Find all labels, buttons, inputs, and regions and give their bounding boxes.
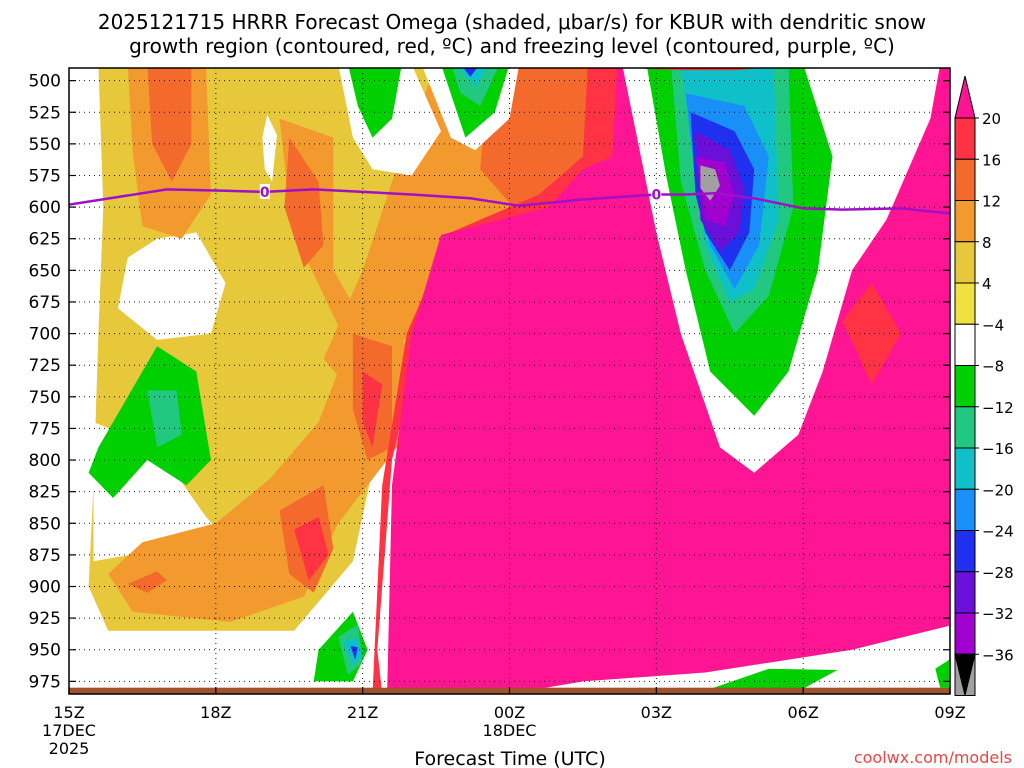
colorbar-bottom-arrow	[954, 653, 976, 696]
colorbar-segment	[954, 447, 976, 490]
x-tick-label: 21Z	[347, 703, 378, 722]
freezing-level-label-bg	[651, 186, 662, 202]
x-tick-label: 09Z	[934, 703, 965, 722]
x-tick-label: 15Z	[53, 703, 84, 722]
colorbar-tick-label: −16	[982, 440, 1014, 458]
x-tick-label: 18Z	[200, 703, 231, 722]
omega-region-green	[348, 68, 402, 138]
x-tick-date-label: 17DEC	[42, 721, 96, 740]
y-tick-label: 900	[29, 578, 61, 598]
colorbar-segment	[954, 200, 976, 243]
colorbar-tick-label: 8	[982, 234, 992, 252]
colorbar-segment	[954, 530, 976, 573]
y-tick-label: 825	[29, 483, 61, 503]
omega-region-magenta	[387, 68, 950, 694]
y-tick-label: 700	[29, 325, 61, 345]
colorbar-segment	[954, 241, 976, 284]
colorbar-tick-label: −8	[982, 358, 1004, 376]
colorbar-tick-label: −28	[982, 564, 1014, 582]
colorbar-segment	[954, 323, 976, 366]
colorbar-segment	[954, 158, 976, 201]
freezing-level-line	[69, 188, 950, 215]
colorbar-segment	[954, 488, 976, 531]
colorbar-top-arrow	[954, 75, 976, 119]
y-tick-label: 850	[29, 514, 61, 534]
omega-region-red	[294, 516, 329, 581]
y-tick-label: 925	[29, 609, 61, 629]
colorbar-tick-label: −32	[982, 605, 1014, 623]
colorbar-segment	[954, 406, 976, 449]
omega-region-red	[372, 68, 637, 694]
omega-region-teal	[452, 68, 498, 106]
colorbar-tick-label: −36	[982, 646, 1014, 664]
x-tick-date-label: 18DEC	[483, 721, 537, 740]
x-tick-label: 06Z	[788, 703, 819, 722]
y-tick-label: 525	[29, 103, 61, 123]
y-tick-label: 725	[29, 356, 61, 376]
y-tick-label: 800	[29, 451, 61, 471]
omega-region-green	[935, 659, 950, 688]
y-tick-label: 775	[29, 419, 61, 439]
y-tick-label: 750	[29, 388, 61, 408]
omega-region-green	[695, 668, 838, 694]
omega-region-red	[362, 371, 383, 448]
omega-region-teal	[147, 390, 182, 448]
x-axis-title: Forecast Time (UTC)	[414, 748, 605, 768]
y-tick-label: 500	[29, 72, 61, 92]
colorbar-segment	[954, 571, 976, 614]
colorbar-tick-label: 4	[982, 275, 992, 293]
freezing-level-label: 0	[260, 185, 270, 201]
freezing-level-label: 0	[651, 187, 661, 203]
colorbar-tick-label: −12	[982, 399, 1014, 417]
colorbar-segment	[954, 282, 976, 325]
x-tick-label: 00Z	[494, 703, 525, 722]
y-tick-label: 575	[29, 166, 61, 186]
omega-region-darkblue	[463, 68, 478, 77]
y-tick-label: 625	[29, 230, 61, 250]
colorbar-tick-label: 12	[982, 193, 1001, 211]
watermark: coolwx.com/models	[854, 748, 1012, 767]
colorbar-segment	[954, 365, 976, 408]
colorbar-tick-label: 16	[982, 151, 1001, 169]
omega-region-orange	[127, 571, 167, 593]
y-tick-label: 675	[29, 293, 61, 313]
y-tick-label: 950	[29, 641, 61, 661]
colorbar-tick-label: −24	[982, 523, 1014, 541]
colorbar-segment	[954, 612, 976, 655]
freezing-level-label-bg	[259, 183, 270, 199]
omega-region-white	[861, 68, 930, 208]
omega-region-lightorange	[108, 118, 422, 622]
omega-region-white	[262, 114, 277, 182]
colorbar-tick-label: 20	[982, 110, 1001, 128]
chart-title-line-1: 2025121715 HRRR Forecast Omega (shaded, …	[98, 10, 926, 34]
x-tick-year-label: 2025	[49, 739, 90, 758]
omega-region-orange	[147, 68, 192, 182]
colorbar-tick-label: −4	[982, 316, 1004, 334]
y-tick-label: 650	[29, 261, 61, 281]
colorbar-tick-label: −20	[982, 481, 1014, 499]
omega-region-orange	[284, 137, 324, 268]
omega-region-darkblue	[350, 645, 358, 660]
colorbar-segment	[954, 117, 976, 160]
omega-region-red	[842, 283, 902, 385]
omega-region-cyan	[458, 68, 488, 87]
omega-region-white	[117, 232, 226, 340]
x-tick-label: 03Z	[641, 703, 672, 722]
y-tick-label: 600	[29, 198, 61, 218]
y-tick-label: 875	[29, 546, 61, 566]
y-tick-label: 975	[29, 672, 61, 692]
chart-title-line-2: growth region (contoured, red, ºC) and f…	[129, 34, 895, 58]
y-tick-label: 550	[29, 135, 61, 155]
dgz-contour-line	[636, 68, 765, 71]
